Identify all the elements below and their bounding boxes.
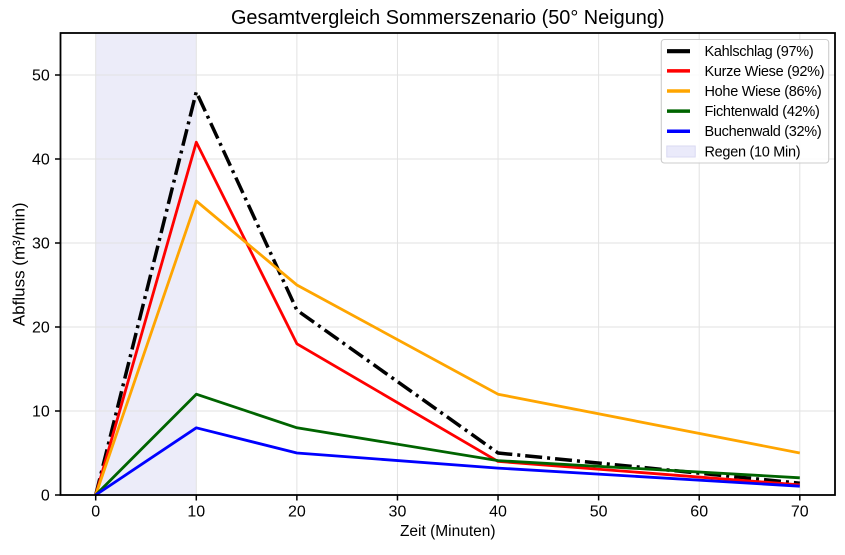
svg-text:30: 30 bbox=[32, 236, 50, 253]
svg-text:Abfluss (m³/min): Abfluss (m³/min) bbox=[10, 202, 29, 326]
svg-text:Fichtenwald (42%): Fichtenwald (42%) bbox=[705, 104, 820, 120]
svg-text:Kahlschlag (97%): Kahlschlag (97%) bbox=[705, 44, 814, 60]
svg-text:Zeit (Minuten): Zeit (Minuten) bbox=[400, 523, 496, 540]
svg-text:70: 70 bbox=[791, 504, 809, 521]
svg-text:50: 50 bbox=[32, 68, 50, 85]
svg-text:0: 0 bbox=[41, 488, 50, 505]
svg-text:Hohe Wiese (86%): Hohe Wiese (86%) bbox=[705, 84, 822, 100]
svg-text:0: 0 bbox=[91, 504, 100, 521]
svg-text:40: 40 bbox=[32, 152, 50, 169]
svg-text:20: 20 bbox=[288, 504, 306, 521]
svg-text:Kurze Wiese (92%): Kurze Wiese (92%) bbox=[705, 64, 825, 80]
svg-text:30: 30 bbox=[389, 504, 407, 521]
svg-text:60: 60 bbox=[690, 504, 708, 521]
svg-text:Buchenwald (32%): Buchenwald (32%) bbox=[705, 124, 822, 140]
svg-text:50: 50 bbox=[590, 504, 608, 521]
svg-text:Regen (10 Min): Regen (10 Min) bbox=[705, 144, 801, 160]
svg-text:10: 10 bbox=[32, 404, 50, 421]
svg-text:20: 20 bbox=[32, 320, 50, 337]
svg-text:40: 40 bbox=[489, 504, 507, 521]
svg-text:Gesamtvergleich Sommerszenario: Gesamtvergleich Sommerszenario (50° Neig… bbox=[231, 7, 665, 29]
svg-text:10: 10 bbox=[187, 504, 205, 521]
